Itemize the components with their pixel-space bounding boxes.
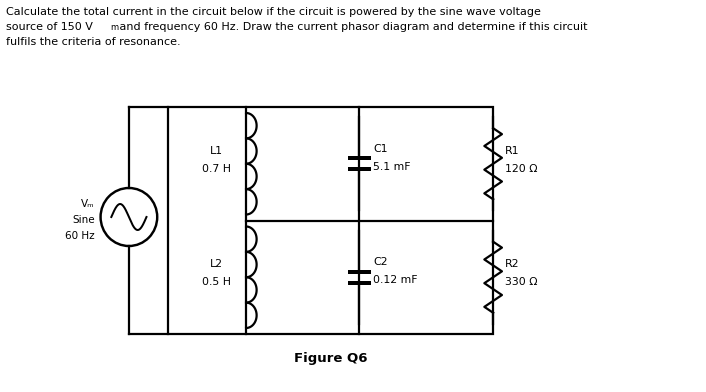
Text: Vₘ: Vₘ — [81, 199, 95, 209]
Text: and frequency 60 Hz. Draw the current phasor diagram and determine if this circu: and frequency 60 Hz. Draw the current ph… — [116, 22, 587, 32]
Text: 330 Ω: 330 Ω — [505, 277, 537, 287]
Text: source of 150 V: source of 150 V — [6, 22, 92, 32]
Text: C1: C1 — [373, 144, 388, 154]
Text: 60 Hz: 60 Hz — [65, 231, 95, 241]
Text: L2: L2 — [210, 259, 223, 269]
Text: R2: R2 — [505, 259, 520, 269]
Bar — [168, 107, 493, 334]
Text: C2: C2 — [373, 257, 388, 267]
Text: 0.7 H: 0.7 H — [203, 164, 232, 174]
Text: Calculate the total current in the circuit below if the circuit is powered by th: Calculate the total current in the circu… — [6, 7, 541, 17]
Text: Figure Q6: Figure Q6 — [294, 352, 367, 365]
Text: 120 Ω: 120 Ω — [505, 164, 537, 174]
Text: 0.5 H: 0.5 H — [203, 277, 232, 287]
Text: 5.1 mF: 5.1 mF — [373, 162, 410, 172]
Text: R1: R1 — [505, 146, 520, 156]
Text: Sine: Sine — [72, 215, 95, 225]
Text: 0.12 mF: 0.12 mF — [373, 275, 417, 285]
Text: L1: L1 — [210, 146, 223, 156]
Text: fulfils the criteria of resonance.: fulfils the criteria of resonance. — [6, 37, 181, 47]
Text: m: m — [110, 24, 118, 33]
